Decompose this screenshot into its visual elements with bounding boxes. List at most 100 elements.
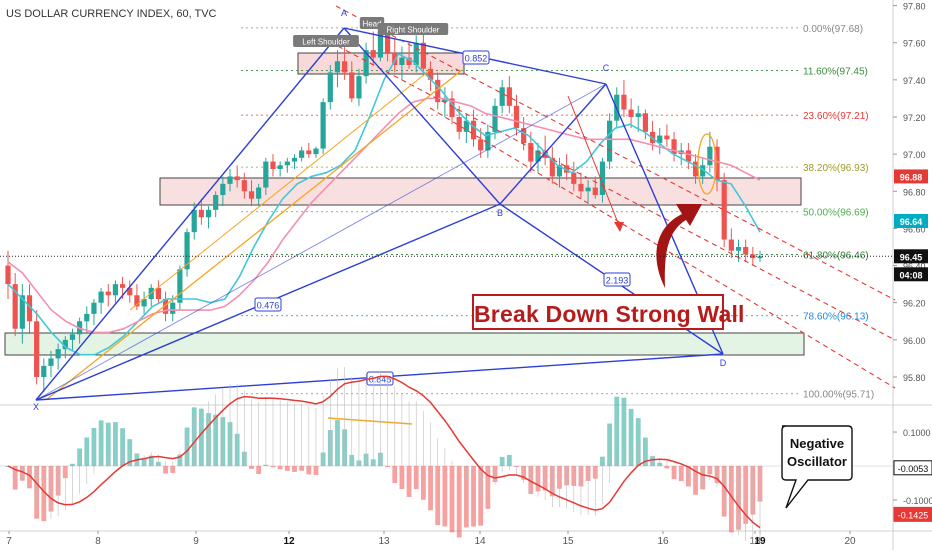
osc-histogram-bar (77, 448, 83, 466)
candle-body (19, 295, 25, 329)
price-tick-label: 97.00 (903, 150, 926, 160)
price-tick-label: 97.80 (903, 2, 926, 12)
head-shoulders-text: Right Shoulder (387, 26, 440, 35)
candle-body (470, 120, 477, 140)
price-tick-label: 96.80 (903, 187, 926, 197)
candle-body (263, 161, 269, 188)
candle-body (599, 161, 606, 195)
candle-body (442, 98, 448, 103)
fib-label: 11.60%(97.45) (803, 67, 868, 78)
break-down-callout: Break Down Strong Wall (472, 294, 744, 330)
candle-body (485, 131, 491, 151)
trendline-orange (45, 69, 463, 401)
osc-histogram-bar (628, 408, 634, 466)
negative-oscillator-bubble: Negative Oscillator (781, 425, 853, 509)
price-tick-label: 97.60 (903, 39, 926, 49)
candle-body (728, 239, 734, 251)
osc-histogram-bar (600, 456, 605, 466)
bubble-line-1: Negative (790, 436, 844, 451)
price-badge-label: 96.45 (900, 252, 923, 262)
candle-body (98, 291, 104, 303)
osc-histogram-bar (84, 437, 90, 466)
support-zone (4, 332, 805, 356)
breakdown-highlight (697, 133, 717, 195)
chart-title: US DOLLAR CURRENCY INDEX, 60, TVC (6, 8, 217, 20)
trendline-orange-2 (129, 69, 431, 311)
candle-body (84, 313, 90, 322)
candle-body (62, 339, 68, 350)
osc-histogram-bar (113, 422, 118, 466)
osc-histogram-bar (256, 466, 262, 475)
pattern-leg (499, 83, 607, 205)
candle-body (127, 287, 133, 296)
osc-histogram-bar (406, 466, 412, 497)
candle-body (427, 68, 434, 80)
candle-body (220, 183, 226, 195)
osc-badge: -0.0053 (893, 460, 932, 476)
x-tick-label: 13 (378, 536, 390, 547)
price-tick-label: 97.40 (903, 76, 926, 86)
x-tick-label: 15 (562, 536, 574, 547)
osc-histogram-bar (664, 466, 670, 469)
candle-body (119, 284, 126, 288)
candle-body (521, 128, 527, 143)
osc-histogram-bar (607, 423, 612, 466)
candle-body (685, 150, 691, 162)
pattern-point-X: X (33, 402, 39, 412)
osc-histogram-bar (420, 466, 426, 500)
candle-body (456, 117, 462, 132)
osc-histogram-bar (277, 466, 283, 470)
candle-body (48, 358, 54, 366)
candle-body (299, 150, 305, 158)
price-badge: 96.64 (894, 214, 928, 228)
candle-body (664, 135, 670, 140)
price-badge: 96.45 (894, 249, 928, 264)
x-tick-label: 20 (844, 536, 856, 547)
fib-label: 38.20%(96.93) (803, 163, 869, 174)
price-tick-label: 96.00 (903, 336, 926, 346)
price-badge-label: 96.88 (900, 172, 923, 182)
price-tick-label: 96.40 (903, 262, 926, 272)
channel-line (329, 41, 896, 341)
candle-body (91, 302, 97, 314)
candle-body (227, 176, 233, 184)
candle-body (757, 256, 763, 259)
head-shoulders-label: Left Shoulder (293, 35, 359, 47)
osc-histogram-bar (456, 466, 462, 538)
bubble-line-2: Oscillator (787, 454, 847, 469)
osc-histogram-bar (449, 466, 455, 533)
channel-arrowhead (614, 222, 624, 232)
osc-histogram-bar (313, 466, 319, 476)
candle-body (478, 139, 484, 151)
candle-body (112, 284, 119, 296)
fib-label: 50.00%(96.69) (803, 208, 869, 219)
pattern-point-A: A (341, 8, 347, 18)
pattern-ratio-badge: 2.193 (603, 272, 631, 287)
oscillator-signal-line (7, 375, 761, 529)
candle-body (671, 139, 677, 155)
candle-body (162, 299, 169, 314)
osc-histogram-bar (284, 466, 290, 471)
candle-body (177, 269, 183, 303)
price-tick-label: 97.20 (903, 113, 926, 123)
candle-body (707, 146, 713, 166)
candle-body (449, 98, 455, 117)
osc-histogram-bar (385, 466, 390, 467)
candle-body (105, 291, 111, 296)
candle-body (205, 209, 212, 218)
fib-label: 100.00%(95.71) (803, 390, 874, 401)
bubble-shape (781, 425, 853, 509)
candle-body (578, 183, 584, 192)
candle-body (413, 42, 419, 65)
candle-body (5, 265, 11, 285)
candle-body (12, 284, 18, 329)
fibonacci-levels: 0.00%(97.68) 11.60%(97.45) 23.60%(97.21) 38… (241, 24, 874, 401)
candle-body (420, 42, 426, 69)
candle-body (69, 334, 76, 340)
oscillator-divergence-line (327, 417, 413, 425)
candle-body (635, 113, 641, 117)
candle-body (535, 150, 541, 162)
candle-body (291, 157, 298, 162)
